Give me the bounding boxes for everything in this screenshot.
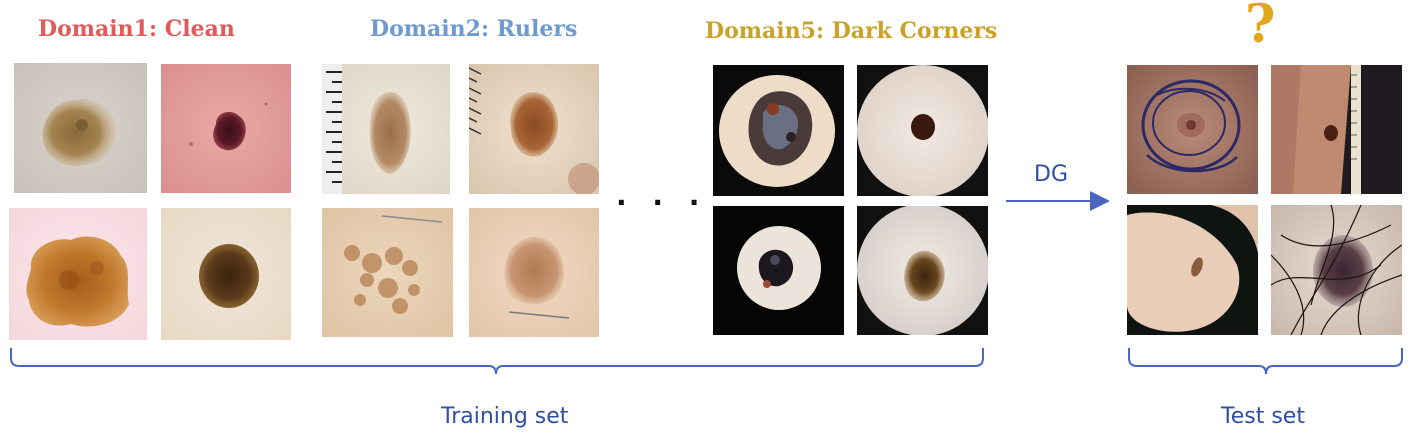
domain5-dark-corners-image-1 (713, 65, 844, 196)
test-set-label: Test set (1221, 404, 1305, 429)
test-image-3 (1127, 205, 1258, 335)
ellipsis: · · · (616, 186, 708, 219)
domain1-clean-image-3 (9, 208, 147, 340)
question-mark: ? (1245, 0, 1276, 55)
domain1-clean-image-4 (161, 208, 291, 340)
domain5-dark-corners-image-2 (857, 65, 988, 196)
domain5-dark-corners-image-4 (857, 206, 988, 335)
test-image-2 (1271, 65, 1402, 194)
training-set-label: Training set (441, 404, 569, 429)
domain2-rulers-image-3 (322, 208, 453, 337)
dg-label: DG (1034, 162, 1068, 187)
domain1-clean-image-1 (14, 63, 147, 193)
test-set-brace (1128, 348, 1403, 375)
domain5-title: Domain5: Dark Corners (705, 18, 998, 44)
domain2-rulers-image-4 (469, 208, 599, 337)
domain2-rulers-image-1 (322, 64, 450, 194)
test-image-1 (1127, 65, 1258, 194)
domain1-clean-image-2 (161, 64, 291, 193)
domain2-title: Domain2: Rulers (370, 16, 578, 42)
test-image-4 (1271, 205, 1402, 335)
domain2-rulers-image-2 (469, 64, 599, 194)
domain1-title: Domain1: Clean (38, 16, 235, 42)
domain5-dark-corners-image-3 (713, 206, 844, 335)
training-set-brace (10, 348, 984, 375)
